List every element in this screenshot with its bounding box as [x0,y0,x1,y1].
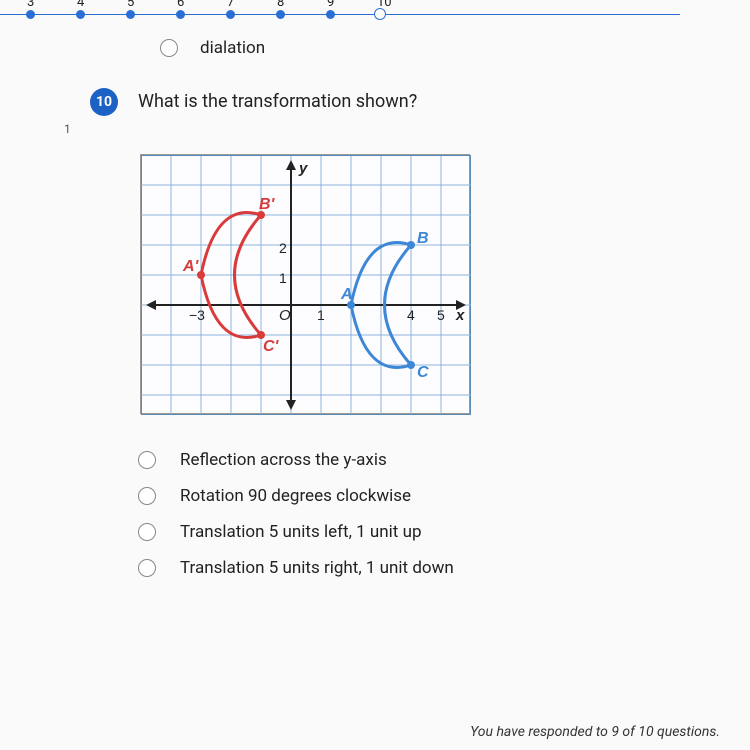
progress-step-label: 5 [127,0,134,10]
question-header: 10 1 What is the transformation shown? [90,88,750,136]
answer-option[interactable]: Translation 5 units left, 1 unit up [138,514,750,550]
svg-text:B: B [417,230,429,247]
radio-unchecked[interactable] [138,487,156,505]
svg-text:A': A' [182,258,200,275]
progress-bar: 345678910 [0,0,750,30]
svg-text:C': C' [263,338,280,355]
quiz-page: 3 4 5 6 7 8 9 10 dialation 10 1 What is the tra… [0,0,750,750]
svg-text:A: A [340,286,353,303]
answer-option[interactable]: Rotation 90 degrees clockwise [138,478,750,514]
svg-text:−3: −3 [189,307,205,323]
prev-question-option[interactable]: dialation [160,30,750,78]
progress-step-dot[interactable] [176,10,185,19]
progress-step-label: 9 [327,0,334,10]
radio-unchecked[interactable] [138,559,156,577]
progress-step-label: 8 [277,0,284,10]
answer-option[interactable]: Translation 5 units right, 1 unit down [138,550,750,586]
progress-line [0,14,680,15]
svg-text:1: 1 [317,307,325,323]
progress-step-current[interactable] [374,8,386,20]
svg-text:1: 1 [279,270,287,286]
svg-text:x: x [455,307,465,324]
question-10: 10 1 What is the transformation shown? [90,88,750,586]
progress-step-dot[interactable] [126,10,135,19]
option-label: dialation [200,38,265,58]
svg-text:B': B' [259,196,276,213]
option-label: Translation 5 units right, 1 unit down [180,558,454,578]
progress-step-dot[interactable] [76,10,85,19]
progress-step-label: 3 [27,0,34,10]
radio-unchecked[interactable] [138,451,156,469]
progress-step-dot[interactable] [276,10,285,19]
progress-step-label: 6 [177,0,184,10]
graph-svg: y x O 1 2 1 4 5 −3 A B C A' B' C' [141,155,471,415]
radio-unchecked[interactable] [138,523,156,541]
question-number-badge: 10 [90,88,118,116]
svg-text:O: O [279,307,291,324]
answer-options: Reflection across the y-axis Rotation 90… [138,442,750,586]
transformation-graph: y x O 1 2 1 4 5 −3 A B C A' B' C' [140,154,470,414]
progress-footer: You have responded to 9 of 10 questions. [470,724,720,740]
progress-step-dot[interactable] [326,10,335,19]
svg-text:5: 5 [437,307,445,323]
progress-step-label: 7 [227,0,234,10]
question-badge-wrap: 10 1 [90,88,118,136]
option-label: Rotation 90 degrees clockwise [180,486,411,506]
progress-step-label: 4 [77,0,84,10]
svg-text:4: 4 [407,307,415,323]
answer-option[interactable]: Reflection across the y-axis [138,442,750,478]
option-label: Translation 5 units left, 1 unit up [180,522,422,542]
option-label: Reflection across the y-axis [180,450,387,470]
progress-step-dot[interactable] [26,10,35,19]
question-text: What is the transformation shown? [138,88,417,112]
svg-text:C: C [417,364,429,381]
question-points: 1 [64,122,118,136]
svg-text:y: y [298,160,308,177]
radio-unchecked[interactable] [160,39,178,57]
svg-text:2: 2 [279,240,287,256]
progress-step-dot[interactable] [226,10,235,19]
